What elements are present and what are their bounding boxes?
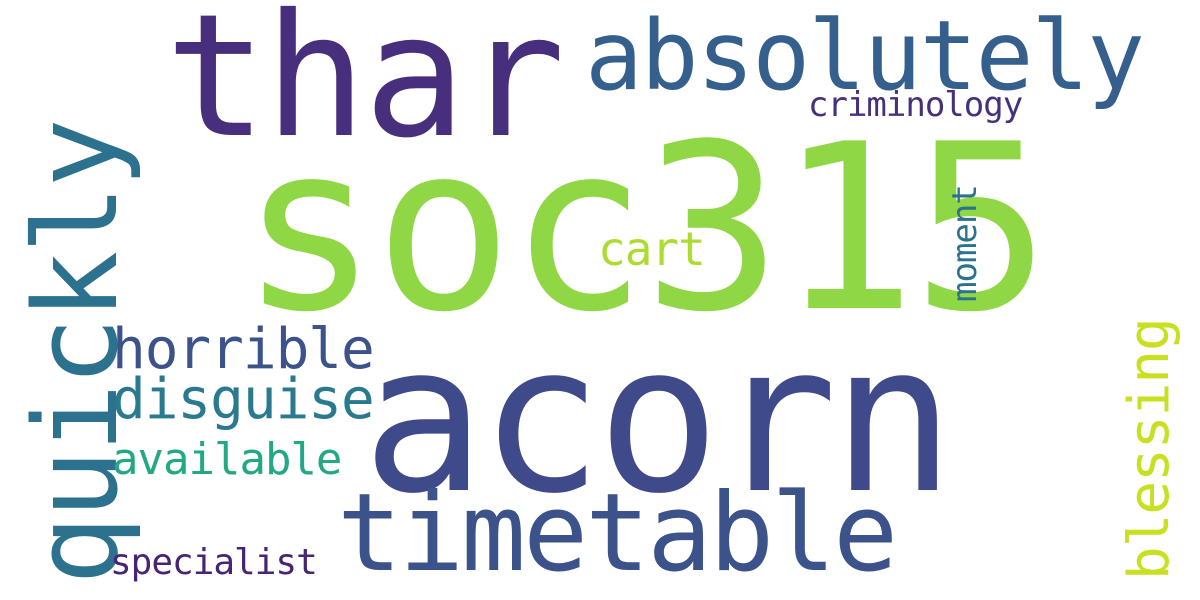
word-available: available bbox=[112, 434, 342, 485]
word-specialist: specialist bbox=[110, 542, 318, 583]
word-thar: thar bbox=[165, 0, 565, 176]
word-timetable: timetable bbox=[337, 471, 898, 596]
word-soc315: soc315 bbox=[240, 96, 1051, 363]
word-cart: cart bbox=[598, 222, 706, 276]
word-blessing: blessing bbox=[1117, 318, 1182, 580]
word-acorn: acorn bbox=[362, 301, 955, 539]
word-moment: moment bbox=[945, 185, 985, 302]
word-criminology: criminology bbox=[808, 85, 1023, 125]
word-horrible: horrible bbox=[112, 317, 375, 382]
word-disguise: disguise bbox=[112, 367, 375, 432]
word-absolutely: absolutely bbox=[585, 0, 1145, 112]
